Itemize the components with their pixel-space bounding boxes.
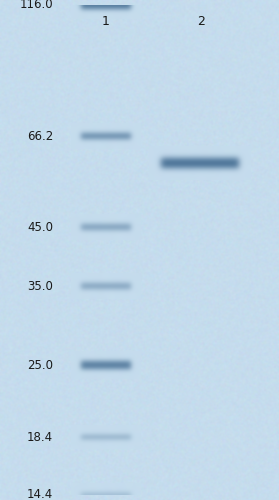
Text: 35.0: 35.0 <box>27 280 53 293</box>
Text: 18.4: 18.4 <box>27 431 53 444</box>
Text: 45.0: 45.0 <box>27 221 53 234</box>
Text: 66.2: 66.2 <box>27 130 53 143</box>
Text: 116.0: 116.0 <box>19 0 53 12</box>
Text: 14.4: 14.4 <box>27 488 53 500</box>
Text: 1: 1 <box>102 15 110 28</box>
Text: 25.0: 25.0 <box>27 359 53 372</box>
Text: 2: 2 <box>197 15 205 28</box>
